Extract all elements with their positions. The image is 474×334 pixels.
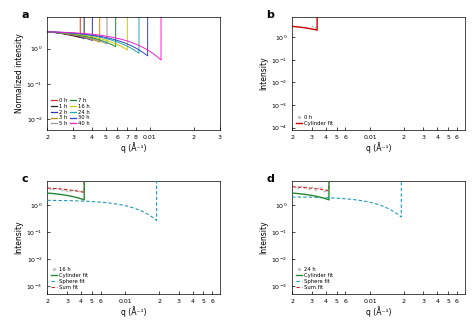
Point — [334, 9, 342, 14]
Point — [326, 6, 333, 11]
Point — [115, 19, 123, 24]
Point — [354, 16, 362, 21]
Point — [127, 23, 134, 29]
Point — [306, 186, 313, 191]
Point — [380, 27, 387, 32]
Point — [331, 10, 339, 15]
Point — [109, 16, 117, 22]
Text: a: a — [21, 10, 29, 20]
Point — [311, 187, 319, 192]
Y-axis label: Intensity: Intensity — [259, 56, 268, 90]
Point — [58, 187, 65, 192]
Point — [337, 11, 345, 17]
Point — [52, 186, 60, 191]
Point — [389, 29, 396, 34]
Point — [49, 186, 57, 191]
Point — [144, 29, 151, 34]
Point — [44, 184, 51, 190]
Y-axis label: Intensity: Intensity — [259, 220, 268, 254]
Point — [346, 12, 353, 17]
Point — [386, 28, 393, 33]
Point — [348, 15, 356, 20]
Point — [107, 16, 114, 21]
Point — [83, 8, 91, 13]
Point — [374, 23, 382, 28]
Point — [66, 188, 74, 194]
Point — [81, 6, 88, 11]
Point — [360, 18, 367, 24]
Point — [320, 188, 328, 193]
Point — [98, 15, 106, 20]
Point — [392, 30, 399, 35]
Point — [72, 187, 80, 192]
Point — [55, 185, 63, 191]
Point — [101, 13, 109, 18]
Point — [294, 185, 301, 191]
X-axis label: q (Å⁻¹): q (Å⁻¹) — [365, 143, 391, 153]
Point — [351, 16, 359, 21]
Point — [104, 14, 111, 20]
Point — [90, 8, 97, 13]
Y-axis label: Intensity: Intensity — [15, 220, 24, 254]
Point — [112, 19, 120, 25]
Point — [92, 10, 100, 16]
Point — [138, 27, 146, 33]
Point — [146, 29, 154, 34]
Point — [309, 184, 316, 190]
Point — [343, 13, 350, 18]
Point — [397, 32, 405, 37]
Text: c: c — [21, 174, 28, 184]
Point — [300, 184, 308, 189]
Point — [288, 184, 296, 189]
Point — [394, 32, 402, 37]
Point — [311, 24, 319, 30]
Point — [149, 32, 157, 37]
Point — [317, 185, 325, 190]
Point — [121, 19, 128, 25]
Text: b: b — [266, 10, 274, 20]
Point — [95, 10, 103, 15]
Point — [152, 32, 160, 38]
Point — [357, 19, 365, 24]
Y-axis label: Normalized intensity: Normalized intensity — [15, 33, 24, 113]
Point — [328, 8, 336, 13]
Point — [135, 25, 143, 31]
Legend: 0 h, 1 h, 2 h, 3 h, 5 h, 7 h, 16 h, 24 h, 30 h, 40 h: 0 h, 1 h, 2 h, 3 h, 5 h, 7 h, 16 h, 24 h… — [50, 97, 91, 127]
Point — [303, 184, 310, 190]
Point — [323, 188, 330, 193]
Point — [118, 19, 126, 25]
Point — [132, 24, 140, 29]
Point — [297, 183, 304, 189]
Point — [46, 186, 54, 192]
Point — [383, 26, 391, 32]
Point — [365, 22, 373, 27]
Point — [69, 187, 77, 192]
Point — [314, 186, 322, 191]
Point — [368, 21, 376, 27]
Point — [340, 11, 347, 16]
Point — [129, 24, 137, 29]
Legend: 0 h, Cylinder fit: 0 h, Cylinder fit — [295, 114, 334, 127]
Point — [363, 18, 370, 24]
X-axis label: q (Å⁻¹): q (Å⁻¹) — [121, 143, 146, 153]
Legend: 24 h, Cylinder fit, Sphere fit, Sum fit: 24 h, Cylinder fit, Sphere fit, Sum fit — [295, 266, 334, 291]
Point — [377, 26, 384, 31]
Point — [141, 27, 148, 33]
Point — [75, 189, 82, 194]
X-axis label: q (Å⁻¹): q (Å⁻¹) — [365, 307, 391, 317]
Point — [291, 184, 299, 190]
Point — [124, 22, 131, 27]
X-axis label: q (Å⁻¹): q (Å⁻¹) — [121, 307, 146, 317]
Point — [371, 22, 379, 28]
Point — [78, 188, 85, 194]
Point — [87, 8, 94, 13]
Legend: 16 h, Cylinder fit, Sphere fit, Sum fit: 16 h, Cylinder fit, Sphere fit, Sum fit — [50, 266, 89, 291]
Point — [308, 23, 316, 28]
Text: d: d — [266, 174, 274, 184]
Point — [61, 187, 68, 192]
Point — [64, 188, 71, 193]
